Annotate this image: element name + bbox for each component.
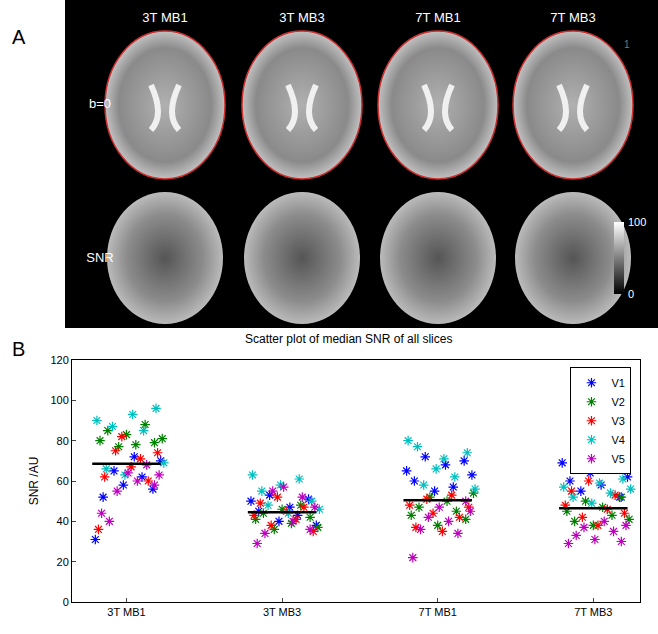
- html-text:A: A: [12, 26, 26, 48]
- svg-text:V3: V3: [611, 415, 624, 427]
- svg-text:3T MB3: 3T MB3: [263, 606, 301, 618]
- svg-text:SNR /AU: SNR /AU: [27, 457, 41, 506]
- svg-text:7T MB1: 7T MB1: [415, 10, 460, 25]
- svg-text:60: 60: [57, 475, 69, 487]
- svg-text:b=0: b=0: [89, 96, 111, 111]
- svg-text:V2: V2: [611, 396, 624, 408]
- svg-text:V4: V4: [611, 434, 624, 446]
- svg-text:100: 100: [628, 216, 646, 228]
- svg-text:80: 80: [57, 435, 69, 447]
- svg-text:3T MB3: 3T MB3: [279, 10, 324, 25]
- svg-text:V5: V5: [611, 453, 624, 465]
- svg-text:7T MB3: 7T MB3: [574, 606, 612, 618]
- svg-text:20: 20: [57, 556, 69, 568]
- svg-text:1: 1: [624, 39, 630, 50]
- svg-text:Scatter plot of median SNR of: Scatter plot of median SNR of all slices: [245, 332, 452, 346]
- svg-text:120: 120: [50, 354, 68, 366]
- svg-text:0: 0: [628, 288, 634, 300]
- html-text:B: B: [12, 338, 26, 360]
- svg-text:7T MB3: 7T MB3: [550, 10, 595, 25]
- svg-text:0: 0: [63, 596, 69, 608]
- svg-text:3T MB1: 3T MB1: [107, 606, 145, 618]
- svg-text:SNR: SNR: [86, 250, 113, 265]
- svg-text:40: 40: [57, 515, 69, 527]
- svg-text:100: 100: [50, 394, 68, 406]
- svg-text:V1: V1: [611, 377, 624, 389]
- svg-text:7T MB1: 7T MB1: [419, 606, 457, 618]
- svg-text:3T MB1: 3T MB1: [142, 10, 187, 25]
